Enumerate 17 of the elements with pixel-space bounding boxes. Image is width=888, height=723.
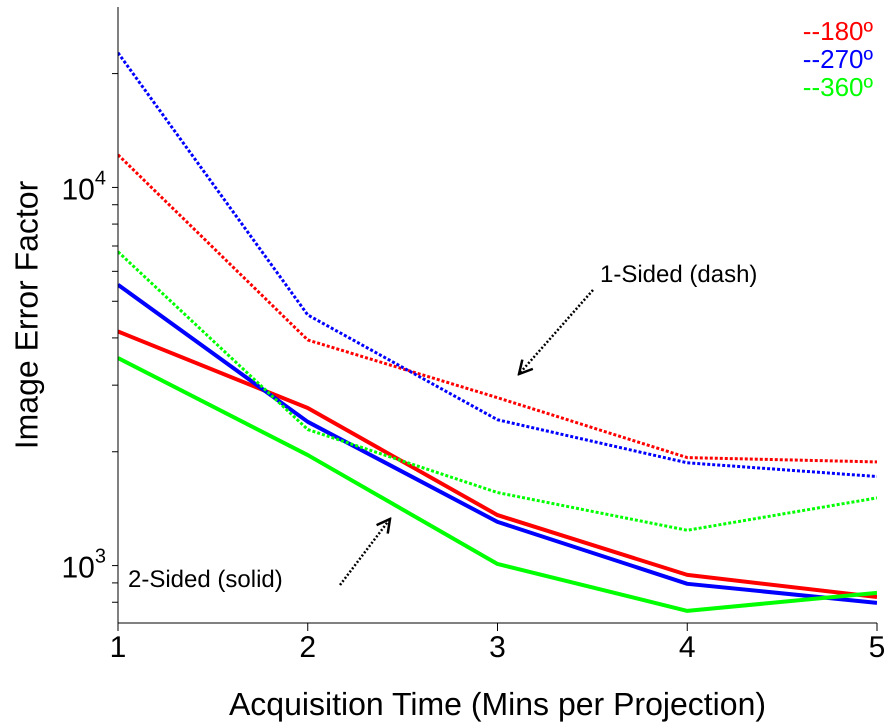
- text: --270º: [802, 44, 873, 74]
- text: --360º: [802, 72, 873, 102]
- x-tick-label: 1: [110, 631, 126, 664]
- annotation: 2-Sided (solid): [128, 566, 283, 593]
- x-tick-label: 5: [868, 631, 886, 664]
- y-tick-label: 10$^{4}$: [62, 167, 106, 206]
- line-series: [118, 153, 877, 464]
- x-tick-label: 2: [299, 631, 316, 664]
- x-axis-title: Acquisition Time (Mins per Projection): [228, 686, 766, 722]
- line-series: [118, 250, 877, 532]
- x-tick-label: 4: [678, 631, 696, 664]
- line-series: [118, 51, 877, 478]
- x-tick-label: 3: [489, 631, 506, 664]
- y-axis-title: Image Error Factor: [8, 180, 44, 450]
- text: --180º: [802, 16, 873, 46]
- annotation: 1-Sided (dash): [600, 261, 758, 288]
- y-tick-label: 10$^{3}$: [62, 546, 106, 585]
